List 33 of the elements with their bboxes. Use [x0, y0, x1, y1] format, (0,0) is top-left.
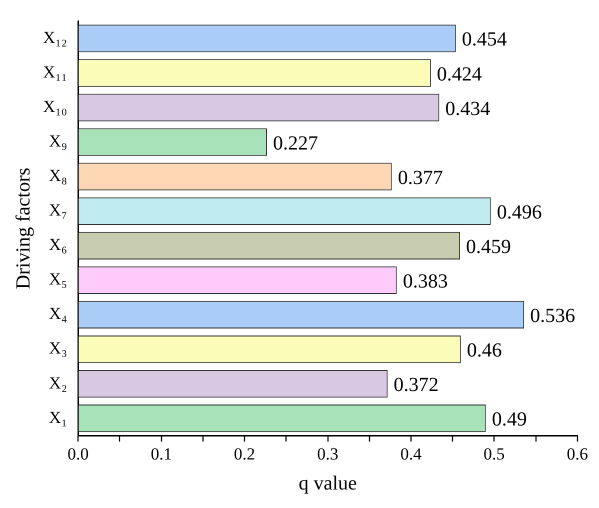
- x-tick-label: 0.6: [566, 444, 588, 464]
- y-axis-title: Driving factors: [12, 167, 34, 290]
- data-label: 0.454: [462, 28, 507, 51]
- y-tick-label: X₄: [48, 304, 68, 324]
- y-tick-label: X₁: [48, 408, 68, 427]
- y-tick-label: X₁₁: [42, 62, 68, 82]
- data-label: 0.227: [273, 132, 318, 154]
- data-label: 0.424: [436, 63, 482, 86]
- y-tick-label: X₉: [48, 132, 68, 151]
- y-tick-label: X₂: [48, 373, 68, 392]
- y-tick-label: X₁₀: [42, 97, 68, 116]
- x-tick-label: 0.0: [68, 444, 89, 464]
- data-label: 0.46: [466, 340, 502, 362]
- data-label: 0.434: [445, 98, 490, 120]
- y-tick-label: X₃: [48, 338, 68, 358]
- x-tick-label: 0.3: [317, 444, 338, 464]
- data-label: 0.49: [492, 408, 527, 431]
- data-label: 0.372: [394, 374, 439, 396]
- x-tick-label: 0.2: [234, 444, 256, 464]
- x-tick-label: 0.4: [400, 444, 422, 464]
- y-tick-label: X₅: [48, 270, 68, 289]
- y-tick-label: X₁₂: [42, 28, 68, 47]
- data-label: 0.459: [466, 236, 512, 258]
- data-label: 0.496: [496, 201, 542, 224]
- data-label: 0.377: [398, 166, 443, 189]
- data-label: 0.536: [530, 304, 576, 327]
- y-tick-label: X₆: [48, 235, 68, 254]
- y-tick-label: X₇: [48, 200, 68, 220]
- x-tick-label: 0.5: [484, 444, 505, 464]
- x-axis-title: q value: [298, 472, 358, 494]
- data-label: 0.383: [402, 270, 448, 292]
- x-tick-label: 0.1: [150, 444, 172, 464]
- y-tick-label: X₈: [48, 166, 68, 186]
